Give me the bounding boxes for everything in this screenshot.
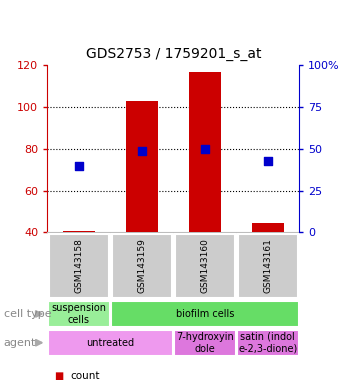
Point [139, 148, 145, 154]
Title: GDS2753 / 1759201_s_at: GDS2753 / 1759201_s_at [85, 48, 261, 61]
Bar [237, 330, 299, 356]
Text: agent: agent [4, 338, 36, 348]
Text: GSM143159: GSM143159 [137, 238, 146, 293]
Text: ■: ■ [54, 371, 63, 381]
Text: 7-hydroxyin
dole: 7-hydroxyin dole [176, 332, 234, 354]
Text: untreated: untreated [86, 338, 134, 348]
Bar [63, 231, 94, 232]
Bar [48, 301, 110, 327]
Bar [126, 101, 158, 232]
Bar [174, 330, 236, 356]
Point [76, 162, 82, 169]
Text: count: count [70, 371, 99, 381]
Text: GSM143160: GSM143160 [200, 238, 209, 293]
Bar [48, 330, 173, 356]
Text: GSM143158: GSM143158 [74, 238, 83, 293]
Text: cell type: cell type [4, 309, 51, 319]
Text: biofilm cells: biofilm cells [176, 309, 234, 319]
Bar [238, 233, 298, 298]
Text: suspension
cells: suspension cells [51, 303, 106, 325]
Bar [111, 301, 299, 327]
Bar [189, 71, 220, 232]
Bar [175, 233, 235, 298]
Text: GSM143161: GSM143161 [263, 238, 272, 293]
Point [265, 158, 271, 164]
Point [202, 146, 208, 152]
Bar [49, 233, 109, 298]
Text: satin (indol
e-2,3-dione): satin (indol e-2,3-dione) [238, 332, 298, 354]
Bar [252, 223, 284, 232]
Bar [112, 233, 172, 298]
